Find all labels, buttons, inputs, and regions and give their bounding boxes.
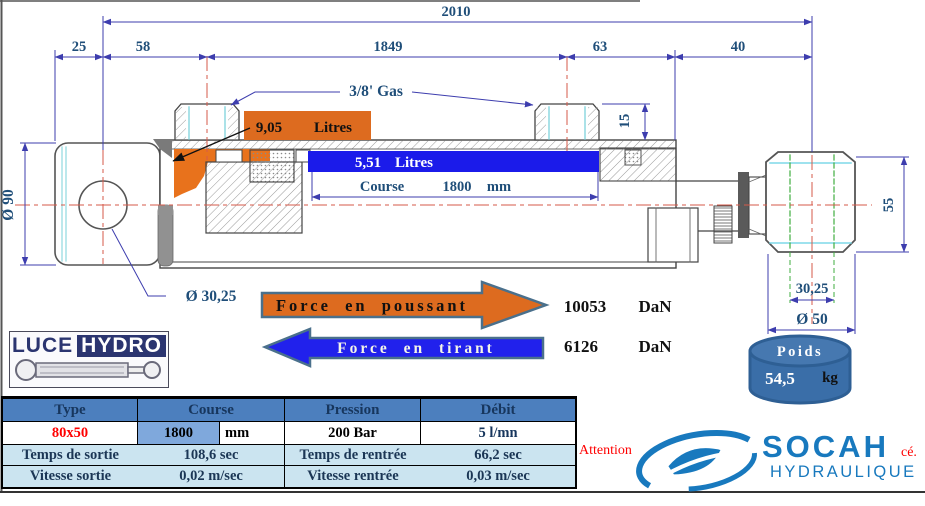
socah-swoosh-icon bbox=[636, 429, 757, 492]
temps-rentree-label: Temps de rentrée bbox=[285, 445, 421, 466]
dim-port-height: 15 bbox=[617, 114, 633, 129]
course-label: Course bbox=[360, 179, 405, 195]
course-value: 1800 bbox=[443, 179, 472, 195]
dimensions bbox=[20, 16, 909, 334]
centerlines bbox=[15, 56, 872, 324]
oil-push-region bbox=[174, 149, 270, 198]
volume-annotations: 5,51 Litres 9,05 Litres Course 1800 mm bbox=[172, 111, 599, 201]
push-volume-leader bbox=[172, 127, 251, 162]
header-type: Type bbox=[3, 399, 138, 422]
vitesse-sortie-value: 0,02 m/sec bbox=[138, 466, 285, 487]
dim-seg-25: 25 bbox=[72, 39, 87, 55]
course-unit: mm bbox=[225, 424, 250, 441]
course-dimension: Course 1800 mm bbox=[311, 172, 599, 201]
rod-end-block bbox=[765, 151, 856, 253]
pression-value: 200 Bar bbox=[285, 422, 421, 445]
dim-seg-63: 63 bbox=[593, 39, 608, 55]
force-arrows: Force en poussant 10053 DaN Force en tir… bbox=[260, 280, 672, 368]
attention-note: Attention bbox=[579, 443, 632, 458]
oil-pull-bar bbox=[308, 151, 599, 172]
weight-badge: Poids 54,5 kg bbox=[748, 334, 852, 405]
socah-name: SOCAH bbox=[762, 429, 889, 464]
weight-unit: kg bbox=[822, 370, 838, 386]
header-course: Course bbox=[138, 399, 285, 422]
dim-eye-height: 55 bbox=[881, 198, 897, 213]
end-cap-weld bbox=[153, 139, 172, 158]
header-debit: Débit bbox=[421, 399, 575, 422]
weight-label: Poids bbox=[777, 344, 823, 360]
pull-force-label: Force en tirant bbox=[337, 340, 495, 357]
push-force-label: Force en poussant bbox=[276, 296, 468, 315]
weight-value: 54,5 bbox=[765, 369, 795, 388]
dim-overall: 2010 bbox=[442, 4, 471, 20]
luce-logo-text: LUCE bbox=[11, 334, 74, 357]
temps-sortie-label: Temps de sortie bbox=[3, 445, 138, 466]
dim-seg-40: 40 bbox=[731, 39, 746, 55]
debit-value: 5 l/mn bbox=[421, 422, 575, 445]
piston bbox=[205, 149, 311, 234]
knurled-ring bbox=[713, 205, 733, 244]
pull-force-arrow bbox=[261, 327, 545, 368]
socah-logo: SOCAH HYDRAULIQUE bbox=[628, 422, 925, 500]
dimension-labels: 2010 25 58 1849 63 40 3/8' Gas 15 Ø 90 Ø… bbox=[0, 4, 897, 328]
spec-table: Type Course Pression Débit 80x50 1800 mm… bbox=[1, 396, 577, 489]
socah-subtitle: HYDRAULIQUE bbox=[770, 463, 917, 481]
port-thread-label: 3/8' Gas bbox=[349, 83, 403, 100]
pull-force-value: 6126 bbox=[564, 337, 598, 356]
dim-pin-diameter: Ø 30,25 bbox=[186, 288, 237, 305]
dim-eye-diameter: Ø 50 bbox=[796, 311, 828, 328]
dim-seg-1849: 1849 bbox=[374, 39, 403, 55]
header-pression: Pression bbox=[285, 399, 421, 422]
push-force-value: 10053 bbox=[564, 297, 607, 316]
pull-volume-value: 5,51 bbox=[355, 155, 381, 171]
push-volume-box bbox=[244, 111, 371, 140]
temps-rentree-value: 66,2 sec bbox=[421, 445, 575, 466]
push-force-arrow bbox=[260, 280, 550, 330]
vitesse-sortie-label: Vitesse sortie bbox=[3, 466, 138, 487]
course-unit: mm bbox=[487, 179, 511, 195]
clevis-body bbox=[54, 142, 161, 266]
type-value: 80x50 bbox=[3, 422, 138, 445]
dim-body-diameter: Ø 90 bbox=[0, 189, 17, 221]
pull-force-unit: DaN bbox=[638, 337, 672, 356]
push-volume-unit: Litres bbox=[314, 120, 352, 136]
dim-seg-58: 58 bbox=[136, 39, 151, 55]
hydro-logo-text: HYDRO bbox=[77, 335, 166, 357]
luce-hydro-logo: LUCE HYDRO bbox=[9, 331, 169, 388]
push-volume-value: 9,05 bbox=[256, 120, 282, 136]
dim-eye-bore: 30,25 bbox=[796, 281, 829, 297]
course-value: 1800 bbox=[138, 422, 220, 444]
rod-spacer bbox=[738, 172, 749, 238]
course-cell: 1800 mm bbox=[138, 422, 285, 445]
rod-gland bbox=[599, 147, 677, 263]
luce-cylinder-sketch bbox=[15, 359, 161, 381]
push-force-unit: DaN bbox=[638, 297, 672, 316]
temps-sortie-value: 108,6 sec bbox=[138, 445, 285, 466]
vitesse-rentree-label: Vitesse rentrée bbox=[285, 466, 421, 487]
pull-volume-unit: Litres bbox=[395, 155, 433, 171]
attention-note-fragment: cé. bbox=[901, 445, 917, 460]
vitesse-rentree-value: 0,03 m/sec bbox=[421, 466, 575, 487]
